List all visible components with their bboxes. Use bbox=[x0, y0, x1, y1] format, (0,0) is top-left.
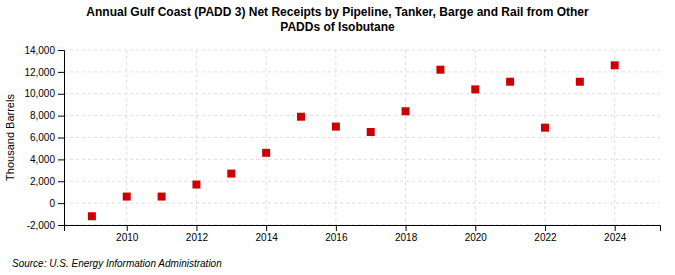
x-tick-mark bbox=[266, 225, 267, 231]
y-tick-mark bbox=[58, 50, 64, 51]
point bbox=[297, 113, 305, 121]
x-tick-label: 2024 bbox=[604, 232, 627, 243]
x-tick-mark bbox=[615, 225, 616, 231]
x-axis: 2010 2012 2014 2016 2018 2020 2022 2024 bbox=[65, 225, 661, 243]
y-tick: -2,000 bbox=[27, 220, 64, 231]
y-tick-label: -2,000 bbox=[27, 220, 56, 231]
grid-line-y bbox=[64, 159, 660, 160]
x-tick-label: 2012 bbox=[186, 232, 209, 243]
x-tick: 2024 bbox=[604, 225, 627, 243]
grid-line-x bbox=[405, 50, 406, 225]
point bbox=[158, 193, 166, 201]
source: Source: U.S. Energy Information Administ… bbox=[12, 258, 222, 269]
y-tick: 2,000 bbox=[30, 176, 64, 187]
x-tick: 2018 bbox=[395, 225, 418, 243]
grid-line-y bbox=[64, 71, 660, 72]
chart: 2010 2012 2014 2016 2018 2020 2022 2024 -2,000 0 2… bbox=[0, 0, 675, 275]
point bbox=[332, 123, 340, 131]
grid bbox=[64, 50, 660, 225]
x-tick: 2012 bbox=[186, 225, 209, 243]
title: Annual Gulf Coast (PADD 3) Net Receipts … bbox=[86, 5, 589, 34]
point bbox=[262, 149, 270, 157]
y-tick: 12,000 bbox=[24, 67, 64, 78]
y-tick-mark bbox=[58, 116, 64, 117]
x-tick-label: 2018 bbox=[395, 232, 418, 243]
point bbox=[506, 78, 514, 86]
point bbox=[123, 193, 131, 201]
x-axis-line bbox=[65, 226, 661, 232]
grid-line-x bbox=[614, 50, 615, 225]
y-tick-mark bbox=[58, 203, 64, 204]
y-tick: 4,000 bbox=[30, 154, 64, 165]
point bbox=[436, 66, 444, 74]
y-tick: 0 bbox=[49, 198, 64, 209]
y-tick-label: 4,000 bbox=[30, 154, 55, 165]
y-tick-label: 2,000 bbox=[30, 176, 55, 187]
y-tick-label: 12,000 bbox=[24, 67, 55, 78]
y-tick-mark bbox=[58, 94, 64, 95]
y-tick-mark bbox=[58, 72, 64, 73]
x-tick: 2014 bbox=[256, 225, 279, 243]
point bbox=[402, 107, 410, 115]
y-tick-mark bbox=[58, 159, 64, 160]
x-tick-label: 2014 bbox=[256, 232, 279, 243]
x-tick: 2022 bbox=[534, 225, 557, 243]
y-tick: 14,000 bbox=[24, 45, 64, 56]
y-tick-mark bbox=[58, 225, 64, 226]
x-tick-mark bbox=[545, 225, 546, 231]
plot-area: 2010 2012 2014 2016 2018 2020 2022 2024 -2,000 0 2… bbox=[24, 45, 660, 243]
grid-line-x bbox=[266, 50, 267, 225]
point bbox=[471, 85, 479, 93]
point bbox=[611, 61, 619, 69]
grid-line-y bbox=[64, 115, 660, 116]
y-tick-label: 8,000 bbox=[30, 110, 55, 121]
y-tick: 10,000 bbox=[24, 88, 64, 99]
y-axis-title: Thousand Barrels bbox=[4, 94, 16, 181]
y-tick: 8,000 bbox=[30, 110, 64, 121]
x-tick-mark bbox=[336, 225, 337, 231]
x-tick-mark bbox=[196, 225, 197, 231]
y-tick-label: 10,000 bbox=[24, 88, 55, 99]
x-tick-label: 2022 bbox=[534, 232, 557, 243]
grid-line-y bbox=[64, 50, 660, 51]
point bbox=[541, 124, 549, 132]
y-axis: -2,000 0 2,000 4,000 6,000 8,000 10,000 12,000 1… bbox=[24, 45, 64, 231]
grid-line-y bbox=[64, 203, 660, 204]
x-tick-label: 2016 bbox=[325, 232, 348, 243]
y-tick-label: 6,000 bbox=[30, 132, 55, 143]
y-tick-label: 0 bbox=[49, 198, 55, 209]
x-tick-label: 2010 bbox=[116, 232, 139, 243]
point bbox=[367, 128, 375, 136]
point bbox=[192, 181, 200, 189]
point bbox=[227, 170, 235, 178]
x-tick: 2016 bbox=[325, 225, 348, 243]
point bbox=[88, 212, 96, 220]
x-tick: 2010 bbox=[116, 225, 139, 243]
grid-line-y bbox=[64, 137, 660, 138]
point bbox=[576, 78, 584, 86]
y-tick-label: 14,000 bbox=[24, 45, 55, 56]
grid-line-y bbox=[64, 93, 660, 94]
x-tick-mark bbox=[475, 225, 476, 231]
x-tick-label: 2020 bbox=[465, 232, 488, 243]
x-tick-mark bbox=[127, 225, 128, 231]
y-axis-line bbox=[58, 51, 65, 226]
x-tick-mark bbox=[406, 225, 407, 231]
points bbox=[88, 61, 619, 220]
x-tick: 2020 bbox=[465, 225, 488, 243]
y-tick-mark bbox=[58, 138, 64, 139]
y-tick-mark bbox=[58, 181, 64, 182]
grid-line-y bbox=[64, 181, 660, 182]
y-tick: 6,000 bbox=[30, 132, 64, 143]
